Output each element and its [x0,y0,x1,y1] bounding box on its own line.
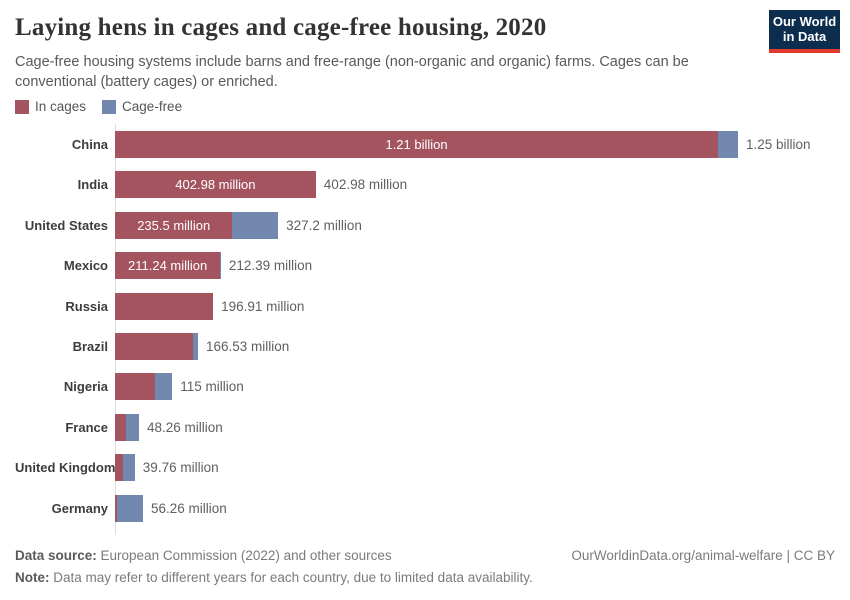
bar-segment-in-cages[interactable] [115,494,117,522]
page-title: Laying hens in cages and cage-free housi… [15,14,547,41]
country-label: India [77,177,108,193]
legend-swatch [15,99,29,114]
bar-chart: China 1.21 billion 1.25 billion India 402.98… [15,124,835,535]
bar-value-label: 166.53 million [206,338,290,354]
bar-segment-in-cages[interactable] [115,373,155,401]
bar-row-france: France 48.26 million [15,413,835,441]
bar-value-label: 327.2 million [286,217,362,233]
country-label: United Kingdom [15,460,116,476]
country-label: Germany [51,500,108,516]
bar-inside-label: 402.98 million [175,177,256,193]
bar-row-china: China 1.21 billion 1.25 billion [15,131,835,158]
bar-segment-cage-free[interactable] [117,494,143,522]
bar-value-label: 402.98 million [323,177,408,193]
bar-row-united-states: United States 235.5 million 327.2 million [15,211,835,239]
bar-segment-cage-free[interactable] [232,211,279,239]
bar-segment-cage-free[interactable] [718,131,738,158]
bar-value-label: 56.26 million [151,500,227,516]
bar-inside-label: 211.24 million [128,258,208,274]
country-label: France [65,419,108,435]
bar-value-label: 212.39 million [228,258,313,274]
country-label: Russia [65,298,108,314]
bar-segment-in-cages[interactable] [115,454,123,482]
bar-segment-cage-free[interactable] [126,413,139,441]
bar-segment-in-cages[interactable]: 402.98 million [115,171,316,199]
legend-item-cage-free[interactable]: Cage-free [102,99,182,114]
chart-legend: In cages Cage-free [15,99,182,114]
bar-segment-cage-free[interactable] [193,332,198,360]
bar-segment-in-cages[interactable] [115,413,127,441]
bar-row-nigeria: Nigeria 115 million [15,373,835,401]
legend-item-in-cages[interactable]: In cages [15,99,86,114]
bar-segment-cage-free[interactable] [123,454,135,482]
owid-cc-by-link[interactable]: OurWorldinData.org/animal-welfare | CC B… [571,548,835,563]
note-text: Note: Data may refer to different years … [15,570,533,586]
bar-inside-label: 1.21 billion [385,137,448,152]
y-axis-line [115,124,116,535]
note-label: Note: [15,570,50,586]
chart-footer: Data source: European Commission (2022) … [15,545,835,590]
bar-value-label: 1.25 billion [745,137,811,152]
bar-value-label: 48.26 million [146,419,223,435]
bar-value-label: 115 million [180,379,244,395]
data-source-label: Data source: [15,548,97,563]
bar-segment-in-cages[interactable] [115,332,193,360]
legend-swatch [102,99,117,114]
bar-segment-in-cages[interactable] [115,292,214,320]
bar-row-mexico: Mexico 211.24 million 212.39 million [15,252,835,280]
country-label: China [71,137,108,152]
bar-value-label: 196.91 million [221,298,305,314]
owid-logo-line2: in Data [782,28,827,44]
owid-logo-line1: Our World [772,13,837,29]
bar-segment-cage-free[interactable] [154,373,173,401]
bar-value-label: 39.76 million [142,460,219,476]
bar-segment-in-cages[interactable]: 1.21 billion [115,131,719,158]
bar-segment-in-cages[interactable]: 211.24 million [115,252,221,280]
legend-label: Cage-free [122,99,183,114]
owid-logo[interactable]: Our World in Data [769,10,840,53]
country-label: Nigeria [63,379,108,395]
bar-rows: China 1.21 billion 1.25 billion India 402.98… [15,131,835,522]
country-label: Brazil [72,338,108,354]
bar-segment-in-cages[interactable]: 235.5 million [115,211,233,239]
chart-subtitle: Cage-free housing systems include barns … [15,54,689,90]
country-label: United States [24,217,108,233]
country-label: Mexico [63,258,108,274]
bar-row-brazil: Brazil 166.53 million [15,332,835,360]
bar-row-india: India 402.98 million 402.98 million [15,171,835,199]
bar-row-united-kingdom: United Kingdom 39.76 million [15,454,835,482]
data-source-text: Data source: European Commission (2022) … [15,548,392,563]
bar-segment-cage-free[interactable] [220,252,221,280]
bar-inside-label: 235.5 million [137,217,211,233]
bar-row-germany: Germany 56.26 million [15,494,835,522]
bar-row-russia: Russia 196.91 million [15,292,835,320]
legend-label: In cages [35,99,87,114]
